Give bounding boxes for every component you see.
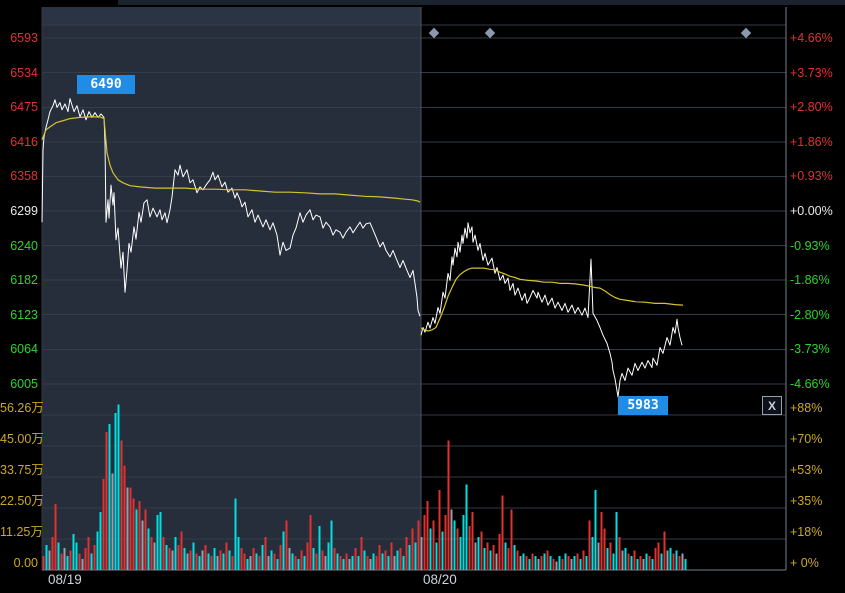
percent-tick-label: -2.80% xyxy=(790,307,830,322)
percent-tick-label: -1.86% xyxy=(790,272,830,287)
volume-percent-tick-label: +53% xyxy=(790,463,823,477)
average-day2-line xyxy=(420,267,684,332)
time-label-day1: 08/19 xyxy=(48,572,82,587)
price-tick-label: 6005 xyxy=(10,377,38,391)
volume-percent-tick-label: +35% xyxy=(790,494,823,508)
volume-tick-label: 45.00万 xyxy=(0,432,44,446)
volume-percent-tick-label: +70% xyxy=(790,432,823,446)
event-markers xyxy=(428,27,752,39)
price-tick-label: 6475 xyxy=(10,100,38,115)
volume-percent-tick-label: +88% xyxy=(790,401,823,415)
time-label-day2: 08/20 xyxy=(423,572,457,587)
percent-tick-label: -4.66% xyxy=(790,377,830,391)
average-day1-line xyxy=(41,116,421,203)
volume-tick-label: 22.50万 xyxy=(0,494,44,508)
volume-bars xyxy=(42,404,687,570)
price-tick-label: 6593 xyxy=(10,31,38,45)
price-tick-label: 6240 xyxy=(10,238,38,253)
event-diamond-icon xyxy=(484,27,496,39)
volume-percent-tick-label: +18% xyxy=(790,525,823,539)
volume-tick-label: 11.25万 xyxy=(0,525,43,539)
percent-tick-label: +4.66% xyxy=(790,31,833,45)
price-tick-label: 6416 xyxy=(10,135,38,150)
price-tick-label: 6182 xyxy=(10,272,38,287)
percent-tick-label: +0.00% xyxy=(790,204,833,218)
gridlines xyxy=(41,7,787,571)
close-button[interactable]: X xyxy=(762,396,782,415)
price-tick-label: 6123 xyxy=(10,307,38,322)
min-price-label: 5983 xyxy=(618,396,668,415)
volume-tick-label: 0.00 xyxy=(13,556,38,570)
price-day2-line xyxy=(420,222,683,398)
max-price-label: 6490 xyxy=(77,75,135,94)
price-tick-label: 6358 xyxy=(10,169,38,184)
volume-percent-tick-label: + 0% xyxy=(790,556,819,570)
title-strip-bg xyxy=(42,7,421,25)
volume-tick-label: 33.75万 xyxy=(0,463,44,477)
percent-tick-label: +3.73% xyxy=(790,65,833,80)
price-tick-label: 6534 xyxy=(10,65,38,80)
percent-tick-label: +1.86% xyxy=(790,135,833,150)
percent-tick-label: +0.93% xyxy=(790,169,833,184)
price-tick-label: 6299 xyxy=(10,204,38,218)
percent-tick-label: -3.73% xyxy=(790,342,830,357)
event-diamond-icon xyxy=(428,27,440,39)
price-tick-label: 6064 xyxy=(10,342,38,357)
percent-tick-label: -0.93% xyxy=(790,238,830,253)
percent-tick-label: +2.80% xyxy=(790,100,833,115)
event-diamond-icon xyxy=(740,27,752,39)
window-top-edge xyxy=(118,0,845,5)
volume-tick-label: 56.26万 xyxy=(0,401,44,415)
day1-session-background xyxy=(42,25,421,570)
